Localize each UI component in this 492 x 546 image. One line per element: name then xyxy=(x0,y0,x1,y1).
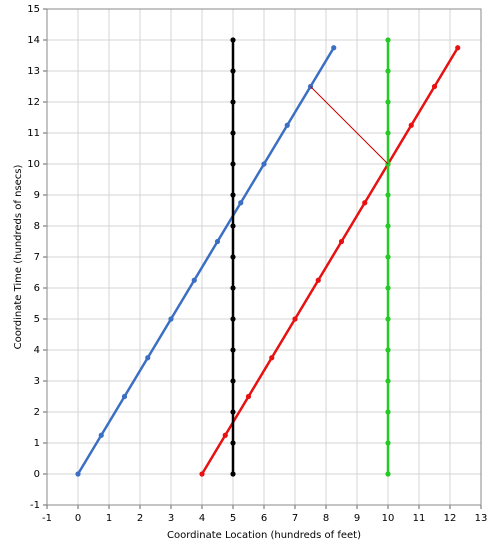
point xyxy=(385,37,391,43)
x-tick-label: 12 xyxy=(444,513,457,524)
point xyxy=(222,432,228,438)
point xyxy=(362,200,368,206)
point xyxy=(385,378,391,384)
point xyxy=(230,285,236,291)
point xyxy=(385,223,391,229)
point xyxy=(385,68,391,74)
y-tick-label: 5 xyxy=(34,314,40,325)
x-tick-label: 9 xyxy=(354,513,360,524)
y-tick-label: 9 xyxy=(34,190,40,201)
point xyxy=(338,238,345,245)
point xyxy=(230,161,236,167)
y-tick-label: 13 xyxy=(27,66,40,77)
series-line xyxy=(76,47,335,475)
point xyxy=(230,316,236,322)
point xyxy=(230,440,236,446)
point xyxy=(199,471,205,477)
y-tick-label: 1 xyxy=(34,438,40,449)
point xyxy=(385,347,391,353)
point xyxy=(385,471,391,477)
y-tick-label: -1 xyxy=(30,500,40,511)
point xyxy=(230,192,236,198)
y-tick-label: 11 xyxy=(27,128,40,139)
point xyxy=(385,316,391,322)
point xyxy=(385,192,391,198)
y-axis-label: Coordinate Time (hundreds of nsecs) xyxy=(13,164,24,349)
y-tick-label: 10 xyxy=(27,159,40,170)
x-tick-label: 10 xyxy=(382,513,395,524)
point xyxy=(238,200,244,206)
point xyxy=(230,130,236,136)
point xyxy=(121,393,128,400)
point xyxy=(168,316,174,322)
series-line xyxy=(310,86,389,165)
point xyxy=(145,355,151,361)
series-line xyxy=(200,47,459,475)
y-tick-label: 8 xyxy=(34,221,40,232)
x-tick-label: 5 xyxy=(230,513,236,524)
y-tick-label: 15 xyxy=(27,4,40,15)
point xyxy=(455,45,461,51)
point xyxy=(408,122,414,128)
y-tick-label: 14 xyxy=(27,35,40,46)
x-tick-label: 2 xyxy=(137,513,143,524)
point xyxy=(191,277,197,283)
x-axis-label: Coordinate Location (hundreds of feet) xyxy=(167,530,361,541)
point xyxy=(230,254,236,260)
x-tick-label: 3 xyxy=(168,513,174,524)
point xyxy=(230,68,236,74)
x-tick-label: -1 xyxy=(42,513,52,524)
point xyxy=(230,378,236,384)
point xyxy=(385,285,391,291)
point xyxy=(431,83,438,90)
point xyxy=(230,223,236,229)
point xyxy=(315,277,321,283)
y-tick-label: 12 xyxy=(27,97,40,108)
x-tick-label: 6 xyxy=(261,513,267,524)
x-tick-label: 11 xyxy=(413,513,426,524)
point xyxy=(230,347,236,353)
point xyxy=(98,432,104,438)
point xyxy=(385,99,391,105)
point xyxy=(245,393,252,400)
x-tick-label: 7 xyxy=(292,513,298,524)
point xyxy=(385,440,391,446)
point xyxy=(214,238,221,245)
point xyxy=(75,471,81,477)
point xyxy=(230,37,236,43)
point xyxy=(385,254,391,260)
point xyxy=(269,355,275,361)
point xyxy=(292,316,298,322)
x-tick-label: 4 xyxy=(199,513,205,524)
point xyxy=(230,471,236,477)
y-tick-label: 6 xyxy=(34,283,40,294)
point xyxy=(385,130,391,136)
point xyxy=(230,409,236,415)
y-tick-label: 0 xyxy=(34,469,40,480)
y-tick-label: 7 xyxy=(34,252,40,263)
y-tick-label: 3 xyxy=(34,376,40,387)
x-tick-label: 8 xyxy=(323,513,329,524)
y-tick-label: 4 xyxy=(34,345,40,356)
point xyxy=(261,161,267,167)
point xyxy=(385,409,391,415)
point xyxy=(331,45,337,51)
x-tick-label: 1 xyxy=(106,513,112,524)
y-tick-label: 2 xyxy=(34,407,40,418)
x-tick-label: 0 xyxy=(75,513,81,524)
point xyxy=(284,122,290,128)
plot-border xyxy=(46,8,482,506)
point xyxy=(230,99,236,105)
x-tick-label: 13 xyxy=(475,513,488,524)
